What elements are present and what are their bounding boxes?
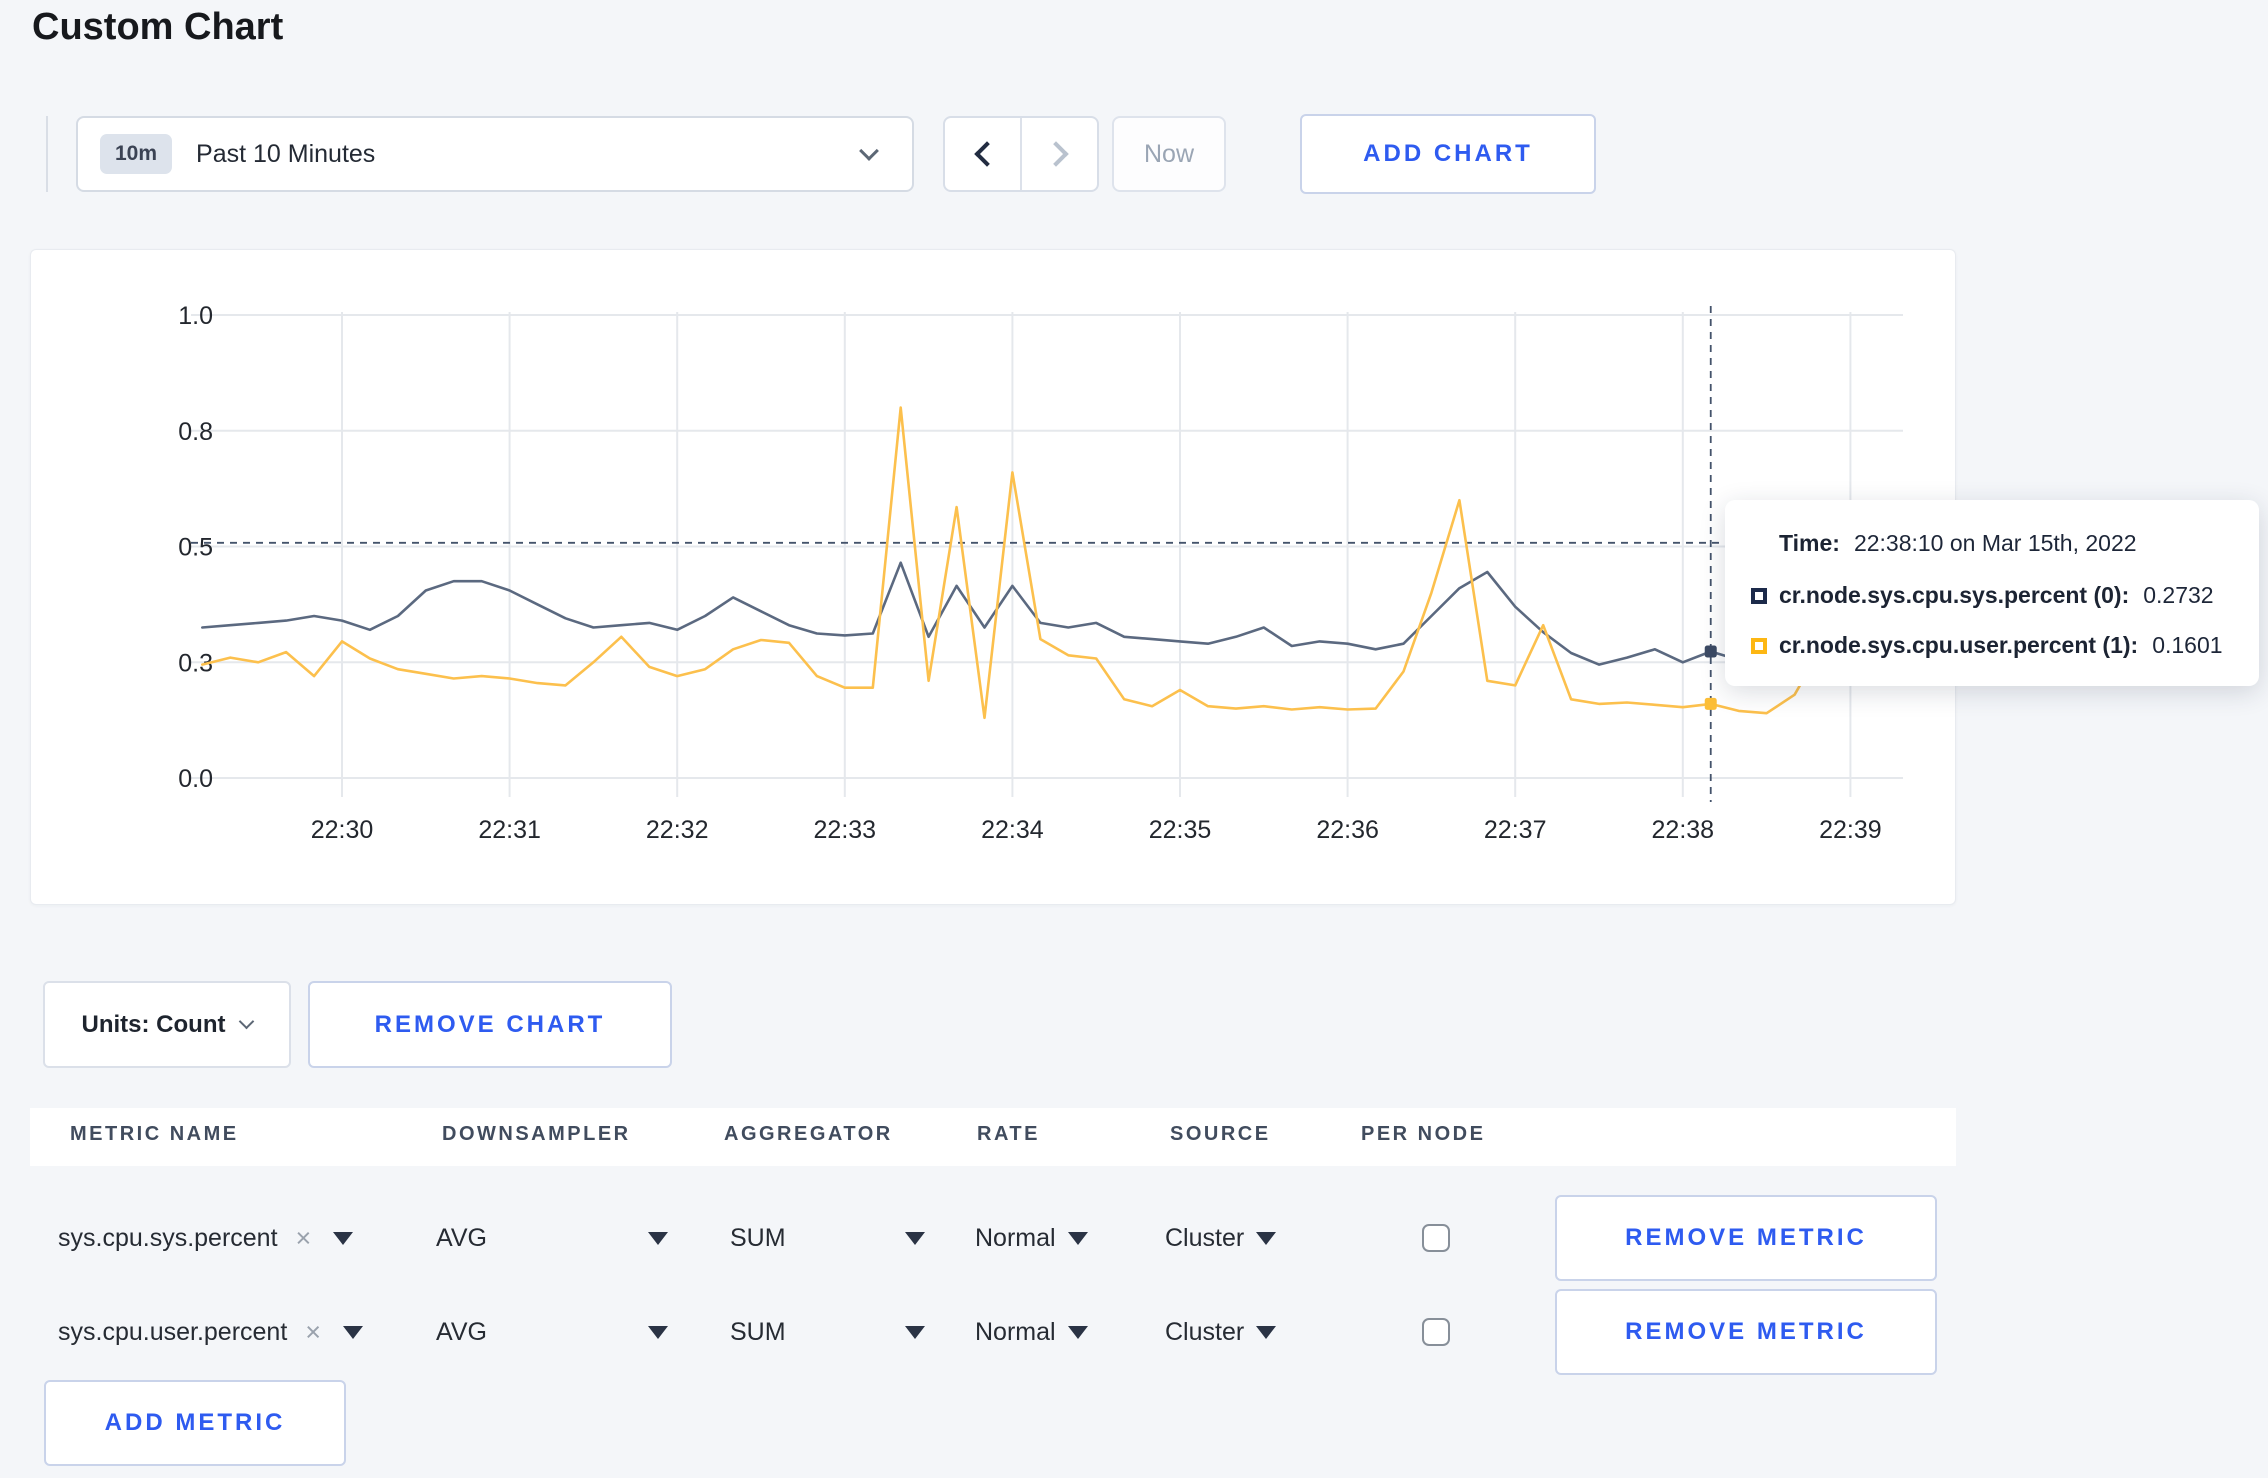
metrics-table-header: METRIC NAME DOWNSAMPLER AGGREGATOR RATE … <box>30 1108 1956 1166</box>
column-header-per-node: PER NODE <box>1361 1123 1486 1145</box>
series-line-0 <box>201 561 1880 666</box>
column-header-aggregator: AGGREGATOR <box>724 1123 893 1145</box>
source-value: Cluster <box>1165 1317 1245 1346</box>
chart-card: 0.0 0.3 0.5 0.8 1.0 22:30 22:31 22:32 22:33 22:34… <box>30 249 1956 905</box>
caret-down-icon <box>1067 1231 1088 1245</box>
legend-swatch-sys-icon <box>1751 587 1767 604</box>
x-axis-tick-label: 22:31 <box>478 816 541 844</box>
tooltip-series-0-name: cr.node.sys.cpu.sys.percent (0): <box>1779 582 2130 608</box>
y-axis-tick-label: 0.8 <box>178 418 213 446</box>
rate-value: Normal <box>975 1223 1056 1252</box>
column-header-source: SOURCE <box>1170 1123 1271 1145</box>
downsampler-value: AVG <box>436 1317 487 1346</box>
caret-down-icon[interactable] <box>333 1231 354 1245</box>
x-axis-tick-label: 22:33 <box>814 816 877 844</box>
per-node-checkbox[interactable] <box>1422 1224 1450 1252</box>
aggregator-select[interactable]: SUM <box>730 1286 925 1378</box>
metric-name-dropdown[interactable]: sys.cpu.sys.percent × <box>58 1192 354 1284</box>
caret-down-icon <box>648 1325 668 1339</box>
per-node-checkbox[interactable] <box>1422 1318 1450 1346</box>
hover-point-1 <box>1704 697 1717 710</box>
tooltip-time-label: Time: <box>1779 530 1840 556</box>
caret-down-icon[interactable] <box>343 1325 364 1339</box>
hover-point-0 <box>1704 645 1717 658</box>
x-axis-tick-label: 22:38 <box>1652 816 1715 844</box>
caret-down-icon <box>1256 1325 1277 1339</box>
legend-swatch-user-icon <box>1751 637 1767 654</box>
units-label: Units: Count <box>81 1010 226 1038</box>
chevron-right-icon <box>1042 141 1069 167</box>
chevron-down-icon <box>859 141 879 161</box>
chevron-left-icon <box>973 141 1000 167</box>
source-value: Cluster <box>1165 1223 1245 1252</box>
caret-down-icon <box>648 1231 668 1245</box>
x-axis-tick-label: 22:35 <box>1149 816 1212 844</box>
column-header-downsampler: DOWNSAMPLER <box>442 1123 631 1145</box>
clear-metric-icon[interactable]: × <box>295 1222 312 1253</box>
remove-metric-button[interactable]: REMOVE METRIC <box>1555 1195 1937 1281</box>
x-axis-tick-label: 22:34 <box>981 816 1044 844</box>
page-title: Custom Chart <box>32 6 284 48</box>
tooltip-series-1-name: cr.node.sys.cpu.user.percent (1): <box>1779 632 2139 658</box>
caret-down-icon <box>905 1325 925 1339</box>
table-row: sys.cpu.sys.percent × AVG SUM Normal Clu… <box>30 1192 1956 1284</box>
prev-range-button[interactable] <box>945 118 1020 190</box>
rate-value: Normal <box>975 1317 1056 1346</box>
x-axis-tick-label: 22:32 <box>646 816 709 844</box>
table-row: sys.cpu.user.percent × AVG SUM Normal Cl… <box>30 1286 1956 1378</box>
time-range-label: Past 10 Minutes <box>196 139 376 168</box>
y-axis-tick-label: 1.0 <box>178 302 213 330</box>
next-range-button[interactable] <box>1020 118 1097 190</box>
downsampler-value: AVG <box>436 1223 487 1252</box>
aggregator-select[interactable]: SUM <box>730 1192 925 1284</box>
downsampler-select[interactable]: AVG <box>436 1286 668 1378</box>
caret-down-icon <box>905 1231 925 1245</box>
remove-chart-button[interactable]: REMOVE CHART <box>308 981 672 1068</box>
caret-down-icon <box>1256 1231 1277 1245</box>
time-pager <box>943 116 1099 192</box>
y-axis-tick-label: 0.0 <box>178 765 213 793</box>
rate-select[interactable]: Normal <box>975 1286 1088 1378</box>
y-axis-tick-label: 0.5 <box>178 534 213 562</box>
timeseries-chart[interactable]: 0.00.30.50.81.022:30 22:31 22:32 22:33 22:34… <box>31 250 1957 906</box>
time-range-badge: 10m <box>100 134 173 174</box>
series-line-1 <box>201 406 1880 720</box>
tooltip-series-0-value: 0.2732 <box>2143 582 2214 608</box>
x-axis-tick-label: 22:37 <box>1484 816 1547 844</box>
add-metric-button[interactable]: ADD METRIC <box>44 1380 346 1466</box>
x-axis-tick-label: 22:30 <box>311 816 374 844</box>
source-select[interactable]: Cluster <box>1165 1286 1277 1378</box>
x-axis-tick-label: 22:36 <box>1316 816 1379 844</box>
metric-name-value: sys.cpu.user.percent <box>58 1317 288 1346</box>
chart-tooltip: Time: 22:38:10 on Mar 15th, 2022 cr.node… <box>1725 500 2259 686</box>
time-range-dropdown[interactable]: 10m Past 10 Minutes <box>76 116 914 192</box>
column-header-rate: RATE <box>977 1123 1040 1145</box>
caret-down-icon <box>1067 1325 1088 1339</box>
controls-divider <box>46 116 48 192</box>
clear-metric-icon[interactable]: × <box>305 1316 322 1347</box>
aggregator-value: SUM <box>730 1317 786 1346</box>
add-chart-button[interactable]: ADD CHART <box>1300 114 1596 194</box>
source-select[interactable]: Cluster <box>1165 1192 1277 1284</box>
metric-name-dropdown[interactable]: sys.cpu.user.percent × <box>58 1286 364 1378</box>
metric-name-value: sys.cpu.sys.percent <box>58 1223 278 1252</box>
downsampler-select[interactable]: AVG <box>436 1192 668 1284</box>
chevron-down-icon <box>239 1013 255 1030</box>
remove-metric-button[interactable]: REMOVE METRIC <box>1555 1289 1937 1375</box>
aggregator-value: SUM <box>730 1223 786 1252</box>
rate-select[interactable]: Normal <box>975 1192 1088 1284</box>
column-header-metric-name: METRIC NAME <box>70 1123 239 1145</box>
tooltip-time-value: 22:38:10 on Mar 15th, 2022 <box>1853 530 2137 556</box>
tooltip-series-1-value: 0.1601 <box>2152 632 2223 658</box>
x-axis-tick-label: 22:39 <box>1819 816 1882 844</box>
now-button[interactable]: Now <box>1112 116 1226 192</box>
units-dropdown[interactable]: Units: Count <box>43 981 291 1068</box>
